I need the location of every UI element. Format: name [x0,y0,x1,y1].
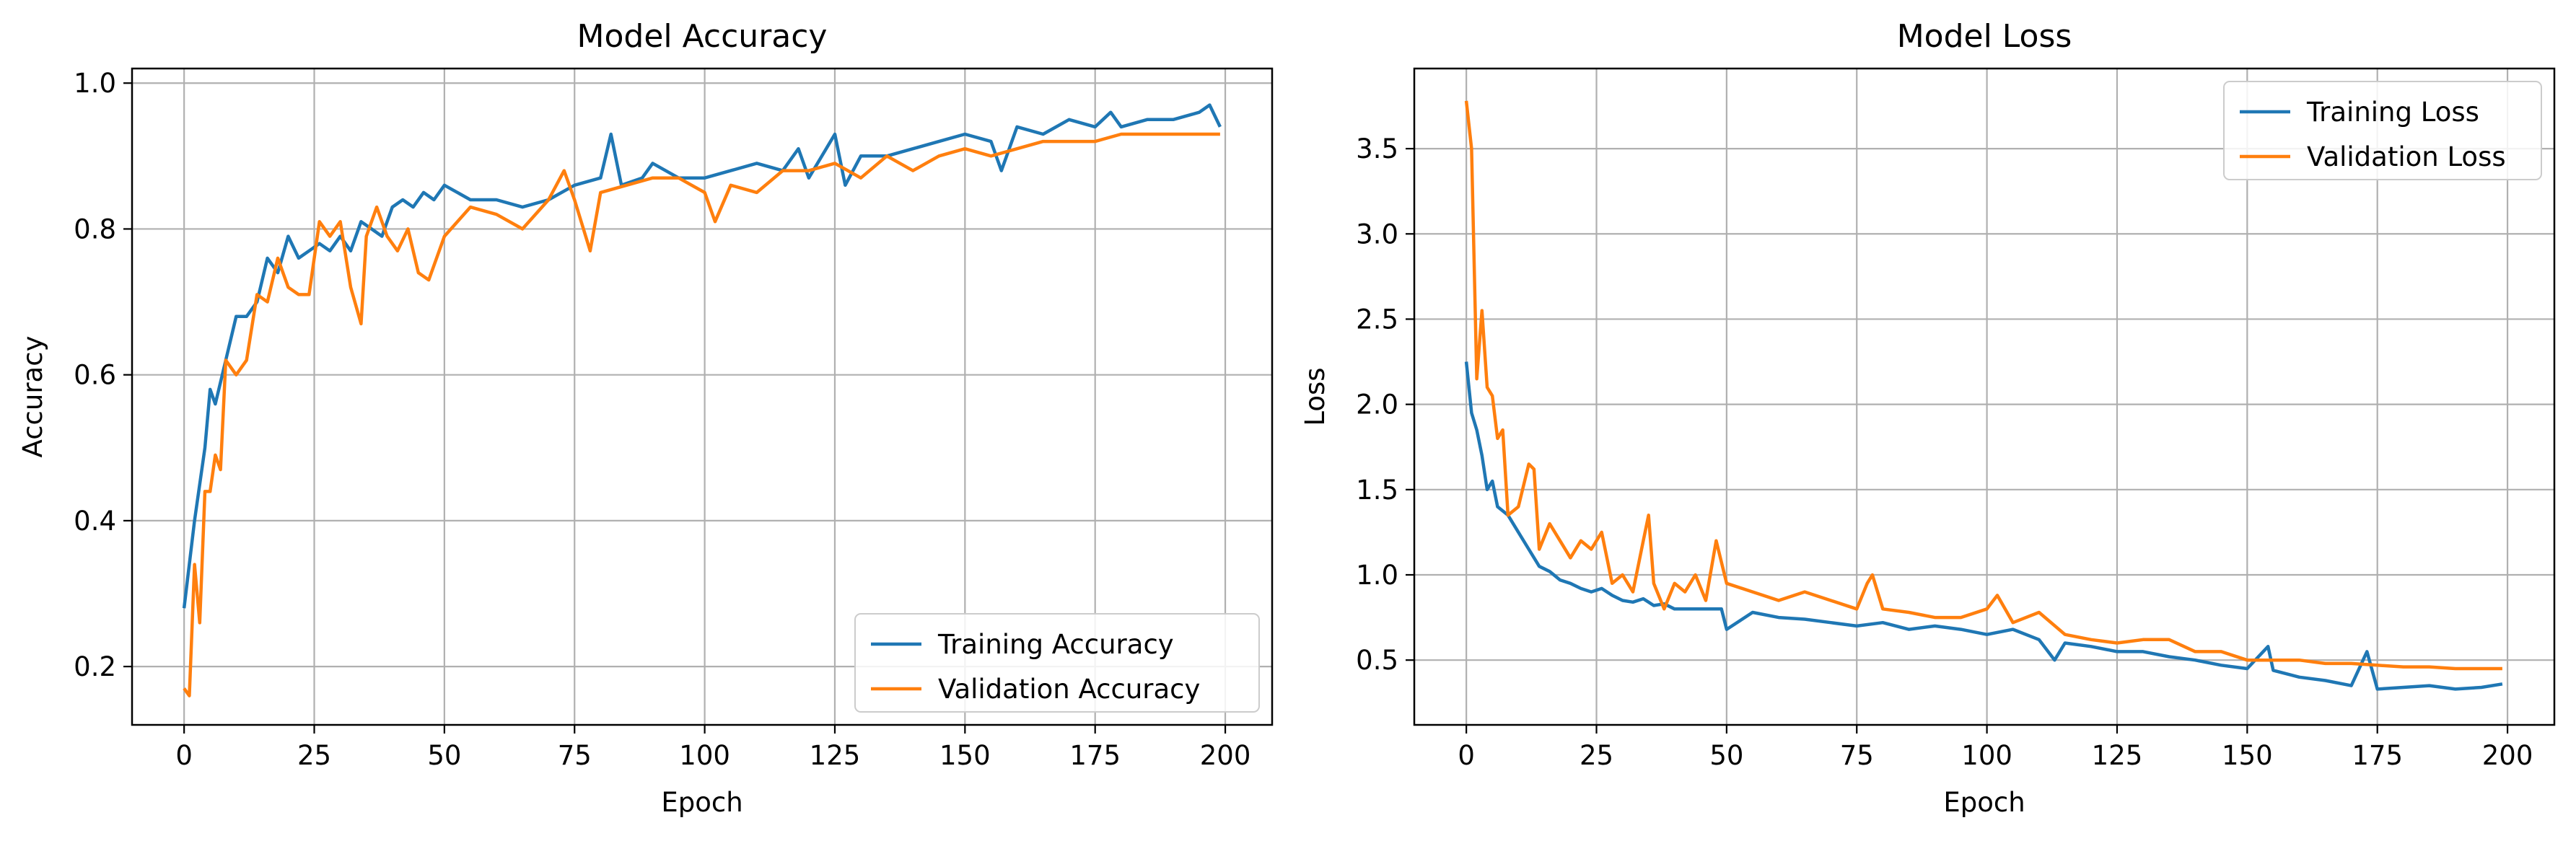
accuracy-y-tick-label-2: 0.6 [74,360,116,391]
loss-x-tick-label-3: 75 [1840,740,1874,771]
accuracy-x-tick-label-0: 0 [175,740,193,771]
accuracy-legend-label-0: Training Accuracy [937,629,1174,660]
loss-legend: Training Loss Validation Loss [2223,81,2542,180]
loss-y-tick-label-6: 3.5 [1356,133,1398,164]
loss-y-tick-label-0: 0.5 [1356,645,1398,676]
loss-legend-box [2223,81,2542,180]
accuracy-y-axis-label: Accuracy [17,336,48,458]
accuracy-x-tick-label-2: 50 [427,740,461,771]
accuracy-x-axis-label: Epoch [661,787,742,818]
accuracy-legend-label-1: Validation Accuracy [938,674,1200,705]
loss-y-tick-label-2: 1.5 [1356,475,1398,506]
accuracy-legend-box [854,613,1260,713]
accuracy-y-tick-label-1: 0.4 [74,506,116,537]
loss-x-tick-label-4: 100 [1961,740,2012,771]
loss-y-axis-label: Loss [1300,367,1331,426]
loss-x-tick-label-5: 125 [2092,740,2143,771]
loss-legend-label-0: Training Loss [2306,97,2479,128]
accuracy-x-tick-label-5: 125 [810,740,861,771]
loss-x-tick-label-1: 25 [1580,740,1613,771]
loss-axes-frame [1413,67,2556,726]
loss-y-tick-label-5: 3.0 [1356,219,1398,250]
loss-series-line-1 [1464,100,2502,671]
accuracy-series-line-0 [182,103,1222,609]
loss-y-tick-label-3: 2.0 [1356,389,1398,420]
loss-x-tick-label-8: 200 [2482,740,2533,771]
loss-x-axis-label: Epoch [1943,787,2025,818]
accuracy-series-line-1 [183,132,1220,697]
accuracy-x-tick-label-3: 75 [558,740,592,771]
loss-x-tick-label-2: 50 [1709,740,1743,771]
loss-x-tick-label-7: 175 [2352,740,2403,771]
loss-x-tick-label-6: 150 [2222,740,2273,771]
loss-chart: Model Loss Epoch Loss 0 25 50 75 100 125 150 17… [1300,18,2556,818]
loss-chart-title: Model Loss [1897,18,2072,55]
accuracy-y-tick-label-4: 1.0 [74,68,116,99]
accuracy-x-tick-label-4: 100 [679,740,730,771]
accuracy-y-tick-label-0: 0.2 [74,651,116,682]
accuracy-chart-title: Model Accuracy [577,18,828,55]
accuracy-axes-frame [131,67,1274,726]
accuracy-x-tick-label-7: 175 [1069,740,1121,771]
accuracy-chart: Model Accuracy Epoch Accuracy 0 25 50 75 100… [17,18,1274,818]
accuracy-legend: Training Accuracy Validation Accuracy [854,613,1260,713]
loss-x-tick-label-0: 0 [1458,740,1475,771]
loss-series-line-0 [1464,361,2503,691]
loss-y-tick-label-4: 2.5 [1356,304,1398,335]
loss-y-tick-label-1: 1.0 [1356,560,1398,591]
accuracy-x-tick-label-8: 200 [1200,740,1251,771]
loss-legend-label-1: Validation Loss [2307,141,2506,172]
accuracy-x-tick-label-1: 25 [297,740,331,771]
accuracy-y-tick-label-3: 0.8 [74,213,116,245]
accuracy-x-tick-label-6: 150 [939,740,991,771]
